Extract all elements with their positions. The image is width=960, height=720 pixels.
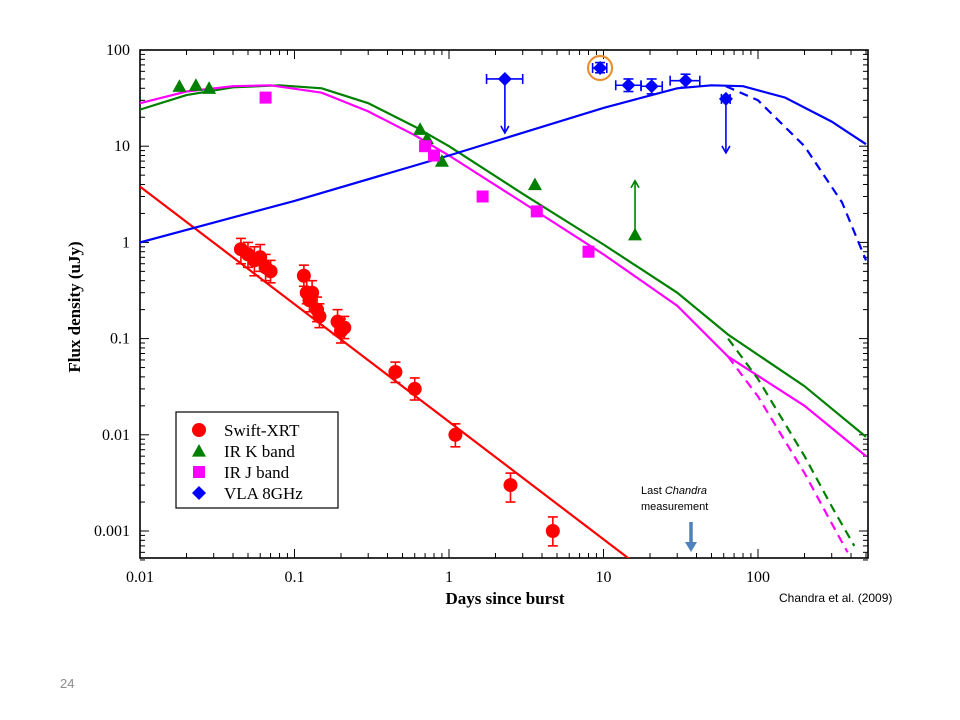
model-curve [140, 84, 867, 457]
annotation-prefix: Last [641, 485, 665, 497]
limit-arrowhead [721, 145, 731, 155]
marker-circle [192, 423, 206, 437]
slide-number: 24 [60, 676, 75, 691]
annotation-line1: Last Chandra [641, 485, 707, 497]
marker-diamond [192, 486, 206, 500]
annotation-emph: Chandra [665, 485, 707, 497]
marker-circle [305, 285, 320, 300]
limit-arrowhead [630, 179, 640, 189]
legend-label: VLA 8GHz [224, 484, 303, 503]
marker-diamond [678, 73, 693, 88]
axis-ticks [139, 49, 868, 561]
marker-circle [337, 320, 352, 335]
legend-label: IR J band [224, 463, 290, 482]
marker-triangle [202, 81, 217, 94]
marker-triangle [413, 122, 428, 135]
marker-triangle [172, 79, 187, 92]
highlight-circle [586, 54, 614, 82]
marker-triangle [188, 78, 203, 91]
model-curve-dashed [725, 85, 868, 261]
marker-circle [545, 524, 560, 538]
chandra-annotation: Last Chandra measurement [641, 485, 708, 552]
axis-tick-labels: 0.01 0.1 1 10 100 0.001 0.01 0.1 1 10 100 [94, 42, 770, 586]
x-tick-label: 10 [596, 569, 612, 586]
x-tick-label: 100 [746, 569, 770, 586]
marker-triangle [192, 444, 206, 457]
marker-diamond [718, 91, 733, 106]
marker-square [530, 205, 543, 218]
legend-label: Swift-XRT [224, 421, 300, 440]
marker-diamond [644, 79, 659, 94]
marker-triangle [434, 154, 449, 167]
y-tick-label: 10 [114, 138, 130, 155]
annotation-line2: measurement [641, 501, 708, 513]
marker-circle [503, 478, 518, 493]
model-curves [140, 84, 868, 558]
citation: Chandra et al. (2009) [779, 591, 892, 605]
y-axis-label: Flux density (uJy) [65, 241, 84, 372]
marker-diamond [621, 78, 636, 93]
x-axis-label: Days since burst [445, 589, 564, 608]
marker-circle [296, 268, 311, 283]
plot-frame [139, 49, 869, 559]
marker-triangle [527, 177, 542, 191]
legend-label: IR K band [224, 442, 295, 461]
model-curve-dashed [727, 355, 849, 553]
marker-diamond [593, 60, 608, 75]
chandra-arrow-icon [685, 522, 697, 552]
marker-circle [263, 264, 278, 279]
marker-square [582, 245, 595, 258]
plot-border [139, 49, 869, 559]
marker-square [476, 190, 489, 203]
y-tick-label: 100 [106, 42, 130, 59]
legend: Swift-XRT IR K band IR J band VLA 8GHz [175, 411, 339, 509]
marker-square [419, 140, 432, 153]
marker-circle [407, 381, 422, 396]
limit-arrowhead [500, 125, 510, 135]
marker-circle [312, 309, 327, 324]
x-tick-label: 1 [445, 569, 453, 586]
model-curve [140, 84, 867, 244]
y-tick-label: 0.01 [102, 427, 130, 444]
marker-circle [448, 427, 463, 442]
arrow-head [685, 542, 697, 552]
marker-square [193, 466, 205, 478]
marker-square [259, 91, 272, 104]
data-markers [172, 54, 733, 538]
marker-square [428, 149, 441, 162]
marker-triangle [628, 227, 643, 241]
y-tick-label: 0.1 [110, 331, 130, 348]
x-tick-label: 0.01 [126, 569, 154, 586]
marker-diamond [497, 71, 512, 86]
marker-circle [388, 364, 403, 379]
model-curve-dashed [727, 337, 856, 547]
x-tick-label: 0.1 [285, 569, 305, 586]
model-curve [140, 185, 630, 558]
y-tick-label: 0.001 [94, 523, 130, 540]
y-tick-label: 1 [122, 234, 130, 251]
